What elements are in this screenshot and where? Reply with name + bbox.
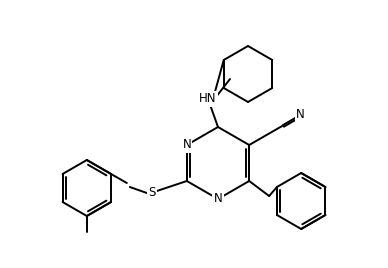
Text: S: S (148, 187, 156, 199)
Text: N: N (214, 192, 222, 206)
Text: N: N (182, 139, 191, 151)
Text: HN: HN (199, 92, 217, 106)
Text: N: N (296, 109, 305, 121)
